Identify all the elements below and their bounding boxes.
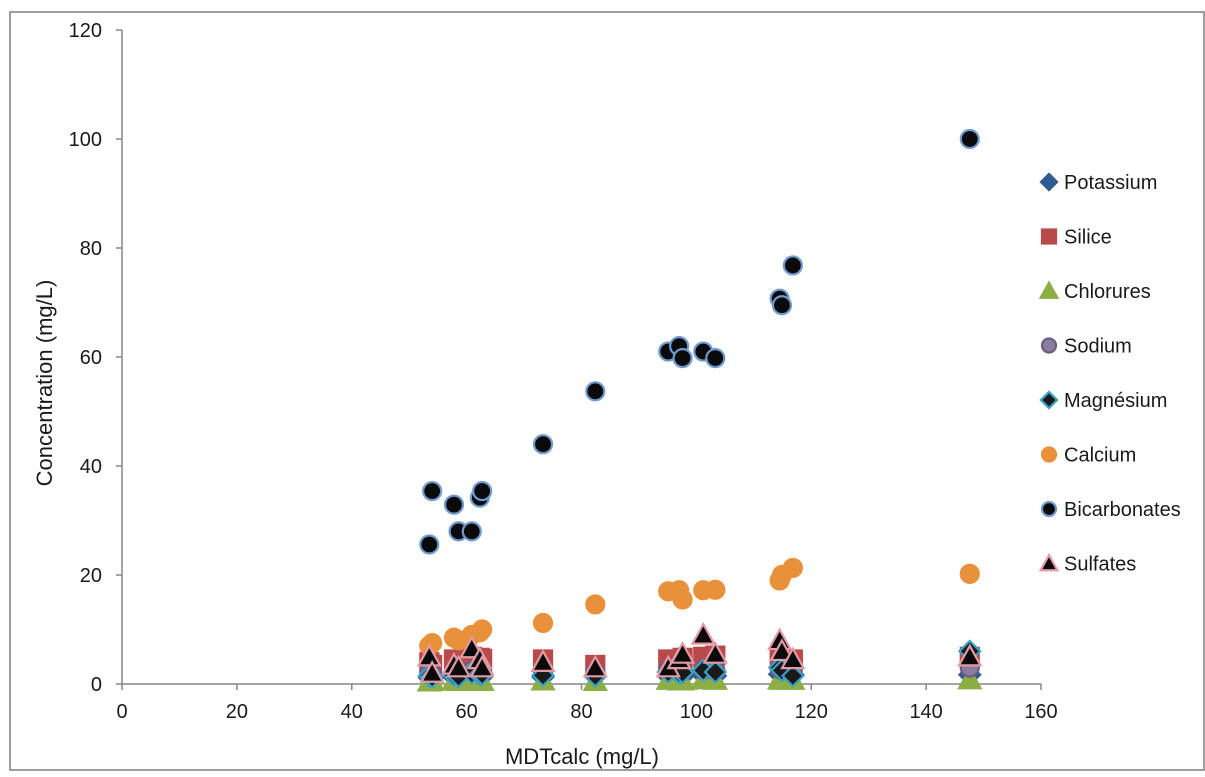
data-point-sulfates	[702, 640, 728, 664]
data-point-calcium	[705, 579, 726, 600]
data-point-bicarbonates	[959, 128, 980, 150]
data-point-sulfates	[690, 621, 716, 645]
data-point-sulfates	[445, 654, 472, 678]
data-point-bicarbonates	[771, 295, 793, 316]
data-point-bicarbonates	[461, 521, 482, 542]
legend-item-bicarbonates: Bicarbonates	[1040, 499, 1181, 521]
legend-marker-sodium	[1040, 337, 1058, 354]
legend-item-potassium: Potassium	[1039, 172, 1157, 194]
legend: Potassium Silice Chlorures Sodium Magnésium C…	[1038, 172, 1181, 576]
legend-item-sodium: Sodium	[1040, 336, 1132, 358]
legend-marker-chlorures	[1038, 280, 1060, 299]
data-point-sulfates	[419, 660, 445, 683]
data-point-calcium	[532, 612, 554, 634]
legend-marker-bicarbonates	[1040, 500, 1058, 518]
legend-marker-sulfates	[1038, 552, 1060, 572]
y-tick-label: 120	[69, 20, 102, 42]
legend-marker-potassium	[1039, 172, 1059, 192]
chart-frame	[9, 11, 1205, 771]
x-tick-label: 60	[456, 701, 478, 723]
legend-marker-silice	[1040, 228, 1058, 245]
data-point-sulfates	[957, 643, 983, 667]
legend-label-silice: Silice	[1064, 227, 1112, 249]
data-point-bicarbonates	[443, 494, 465, 515]
data-point-calcium	[472, 619, 493, 640]
legend-item-magnesium: Magnésium	[1039, 390, 1167, 412]
legend-marker-calcium	[1040, 446, 1058, 463]
data-point-bicarbonates	[532, 434, 554, 455]
x-tick-label: 20	[226, 701, 248, 723]
x-tick-label: 80	[570, 701, 592, 723]
legend-item-sulfates: Sulfates	[1038, 552, 1136, 576]
y-tick-label: 0	[91, 674, 102, 696]
y-tick-label: 40	[80, 456, 102, 478]
y-tick-label: 20	[80, 565, 102, 587]
series-bicarbonates	[419, 128, 980, 555]
legend-label-sodium: Sodium	[1064, 336, 1132, 358]
y-axis-title: Concentration (mg/L)	[32, 280, 57, 487]
data-point-bicarbonates	[782, 255, 803, 276]
x-tick-label: 0	[116, 701, 127, 723]
data-point-bicarbonates	[419, 534, 440, 555]
x-tick-label: 100	[680, 701, 713, 723]
data-point-bicarbonates	[585, 381, 606, 402]
y-tick-label: 100	[69, 129, 102, 151]
legend-marker-magnesium	[1039, 390, 1059, 410]
data-point-sulfates	[769, 638, 795, 662]
data-point-calcium	[782, 557, 803, 579]
data-marks	[416, 128, 983, 692]
data-point-calcium	[959, 563, 980, 585]
data-point-calcium	[585, 594, 606, 615]
series-sulfates	[416, 621, 983, 683]
legend-label-magnesium: Magnésium	[1064, 390, 1167, 412]
y-tick-label: 60	[80, 347, 102, 369]
data-point-sulfates	[582, 654, 608, 678]
data-point-bicarbonates	[705, 347, 726, 369]
x-tick-label: 160	[1024, 701, 1057, 723]
data-point-bicarbonates	[672, 347, 693, 369]
y-tick-label: 80	[80, 238, 102, 260]
x-tick-label: 140	[909, 701, 942, 723]
data-point-sulfates	[669, 640, 696, 664]
legend-label-potassium: Potassium	[1064, 172, 1157, 194]
data-point-magnesium	[780, 663, 805, 688]
legend-item-chlorures: Chlorures	[1038, 280, 1151, 303]
data-point-magnesium	[703, 660, 728, 684]
data-point-sulfates	[780, 646, 806, 670]
legend-item-calcium: Calcium	[1040, 445, 1136, 467]
legend-label-chlorures: Chlorures	[1064, 281, 1151, 303]
legend-label-calcium: Calcium	[1064, 445, 1136, 467]
legend-label-sulfates: Sulfates	[1064, 554, 1136, 576]
x-tick-label: 120	[795, 701, 828, 723]
data-point-calcium	[672, 589, 693, 610]
data-point-sulfates	[530, 649, 556, 672]
data-point-bicarbonates	[422, 480, 443, 502]
data-point-bicarbonates	[472, 480, 493, 502]
axes: 0 20 40 60 80 100 120 0 20 40 60 80 100 120 140 160	[69, 20, 1058, 723]
data-point-sulfates	[469, 654, 495, 678]
legend-item-silice: Silice	[1040, 227, 1112, 249]
x-tick-label: 40	[341, 701, 363, 723]
x-axis-title: MDTcalc (mg/L)	[505, 744, 659, 769]
legend-label-bicarbonates: Bicarbonates	[1064, 499, 1181, 521]
data-point-chlorures	[957, 666, 983, 690]
